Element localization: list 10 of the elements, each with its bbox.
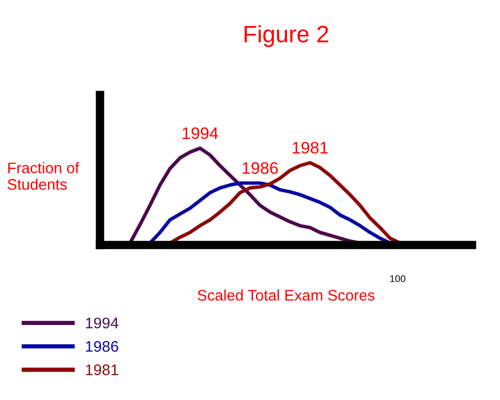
text: 100	[390, 275, 406, 282]
legend-label: 1994	[86, 318, 118, 328]
text: 1981	[292, 142, 328, 154]
text: 1994	[182, 127, 218, 140]
legend-label: 1986	[86, 341, 118, 352]
legend-label: 1981	[86, 364, 118, 376]
text: 1986	[242, 162, 278, 174]
y-axis-title: Fraction of Students	[8, 162, 80, 190]
x-axis-title: Scaled Total Exam Scores	[198, 289, 374, 301]
chart-title: Figure 2	[244, 25, 328, 48]
